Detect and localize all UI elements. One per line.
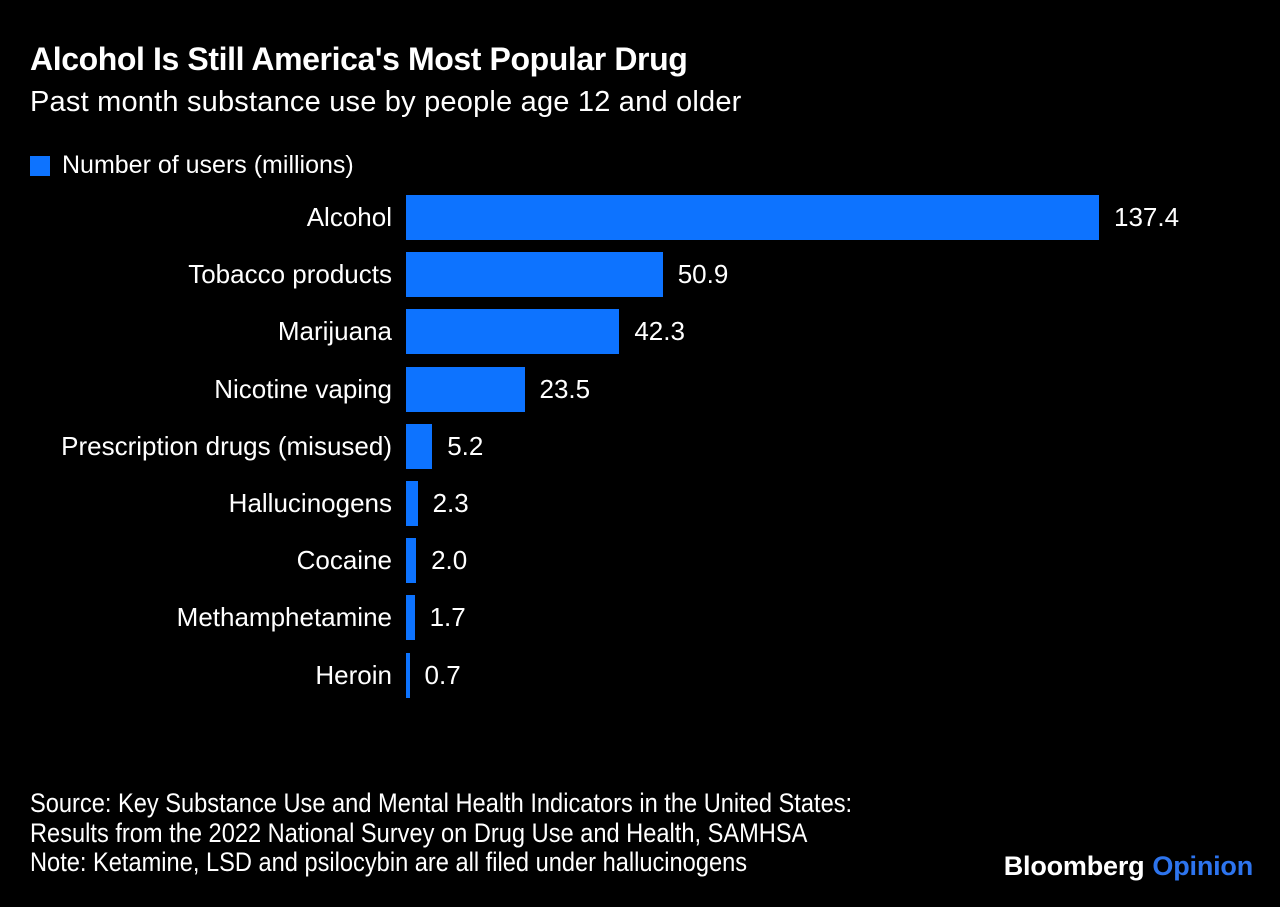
chart-row: Alcohol 137.4 [30, 189, 1250, 246]
bar-track: 2.0 [406, 532, 1250, 589]
bloomberg-opinion-logo: Bloomberg Opinion [1004, 851, 1253, 882]
bar [406, 538, 417, 584]
bar-track: 0.7 [406, 647, 1250, 704]
bar-track: 2.3 [406, 475, 1250, 532]
bar [406, 652, 410, 698]
category-label: Methamphetamine [176, 602, 392, 633]
legend-swatch-icon [30, 155, 50, 176]
legend-label: Number of users (millions) [62, 151, 354, 179]
chart-subtitle: Past month substance use by people age 1… [30, 85, 742, 118]
chart-row: Tobacco products 50.9 [30, 246, 1250, 303]
bar [406, 423, 433, 469]
bar-track: 50.9 [406, 246, 1250, 303]
value-label: 5.2 [447, 430, 484, 461]
value-label: 23.5 [539, 373, 591, 404]
chart-row: Methamphetamine 1.7 [30, 589, 1250, 646]
chart-title: Alcohol Is Still America's Most Popular … [30, 41, 688, 77]
value-label: 1.7 [429, 602, 466, 633]
source-line-2: Results from the 2022 National Survey on… [30, 817, 808, 848]
note-line: Note: Ketamine, LSD and psilocybin are a… [30, 847, 748, 877]
bar-track: 23.5 [406, 361, 1250, 418]
chart-row: Marijuana 42.3 [30, 303, 1250, 360]
chart-row: Nicotine vaping 23.5 [30, 361, 1250, 418]
footnotes: Source: Key Substance Use and Mental Hea… [30, 788, 853, 878]
bar [406, 481, 418, 527]
source-line-1: Source: Key Substance Use and Mental Hea… [30, 788, 853, 818]
chart-row: Heroin 0.7 [30, 647, 1250, 704]
category-label: Tobacco products [188, 259, 392, 290]
chart-row: Cocaine 2.0 [30, 532, 1250, 589]
value-label: 2.3 [432, 488, 469, 519]
value-label: 137.4 [1114, 202, 1180, 233]
bloomberg-wordmark: Bloomberg [1003, 851, 1145, 881]
bar-track: 42.3 [406, 303, 1250, 360]
category-label: Heroin [315, 659, 392, 690]
bar-track: 1.7 [406, 589, 1250, 646]
bar-track: 137.4 [406, 189, 1250, 246]
value-label: 2.0 [431, 545, 468, 576]
chart-row: Prescription drugs (misused) 5.2 [30, 418, 1250, 475]
category-label: Alcohol [306, 202, 392, 233]
category-label: Nicotine vaping [214, 373, 392, 404]
bar [406, 595, 415, 641]
category-label: Cocaine [296, 545, 392, 576]
value-label: 50.9 [677, 259, 729, 290]
bar [406, 252, 663, 298]
bar-chart: Alcohol 137.4 Tobacco products 50.9 Marijuan… [30, 189, 1250, 704]
bar-track: 5.2 [406, 418, 1250, 475]
opinion-wordmark: Opinion [1152, 851, 1253, 881]
category-label: Prescription drugs (misused) [61, 430, 392, 461]
bar [406, 366, 525, 412]
bar [406, 309, 620, 355]
chart-row: Hallucinogens 2.3 [30, 475, 1250, 532]
bar [406, 195, 1099, 241]
value-label: 0.7 [424, 659, 461, 690]
legend: Number of users (millions) [30, 151, 354, 180]
chart-header: Alcohol Is Still America's Most Popular … [30, 41, 742, 119]
value-label: 42.3 [634, 316, 685, 347]
category-label: Hallucinogens [228, 488, 392, 519]
category-label: Marijuana [277, 316, 392, 347]
